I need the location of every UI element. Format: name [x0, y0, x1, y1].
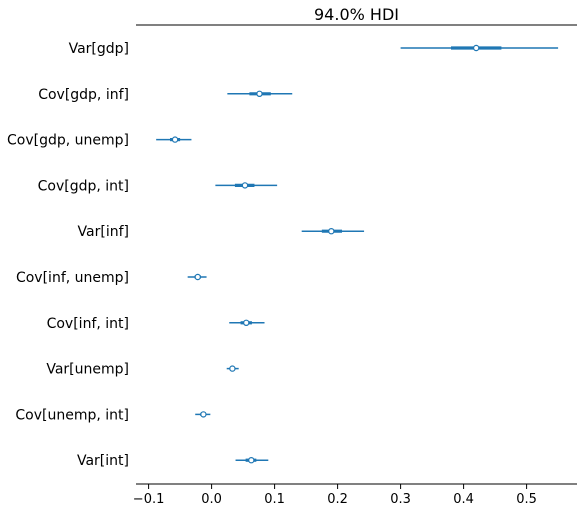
- row-label: Var[int]: [77, 453, 129, 469]
- mean-point: [241, 182, 249, 189]
- row-label: Cov[unemp, int]: [15, 407, 129, 423]
- row-label: Cov[gdp, int]: [38, 178, 129, 194]
- mean-point: [243, 319, 250, 326]
- forest-row: Cov[gdp, inf]: [38, 87, 293, 103]
- x-tick-label: 0.0: [201, 492, 222, 507]
- row-label: Cov[gdp, unemp]: [7, 133, 129, 149]
- x-tick-label: 0.4: [453, 492, 474, 507]
- forest-row: Cov[gdp, unemp]: [7, 133, 192, 149]
- forest-row: Cov[gdp, int]: [38, 178, 278, 194]
- x-tick-label: 0.2: [327, 492, 348, 507]
- mean-point: [473, 44, 480, 52]
- forest-row: Cov[inf, int]: [47, 316, 265, 332]
- row-label: Cov[gdp, inf]: [38, 87, 129, 103]
- mean-point: [171, 136, 179, 143]
- row-label: Cov[inf, int]: [47, 316, 129, 332]
- x-tick-label: 0.5: [516, 492, 537, 507]
- forest-row: Var[inf]: [78, 224, 365, 240]
- forest-row: Var[int]: [77, 453, 269, 469]
- mean-point: [248, 457, 255, 464]
- mean-point: [256, 90, 263, 98]
- mean-point: [229, 365, 236, 372]
- forest-row: Var[unemp]: [46, 362, 239, 378]
- x-tick-label: 0.3: [390, 492, 411, 507]
- mean-point: [194, 273, 201, 281]
- row-label: Var[inf]: [78, 224, 129, 240]
- chart-title: 94.0% HDI: [314, 5, 399, 24]
- forest-rows: Var[gdp] Cov[gdp, inf] Cov[gdp, unemp] Cov[…: [7, 41, 559, 469]
- forest-row: Var[gdp]: [69, 41, 559, 57]
- row-label: Cov[inf, unemp]: [16, 270, 129, 286]
- title-group: 94.0% HDI: [136, 5, 577, 26]
- x-tick-label: 0.1: [264, 492, 285, 507]
- mean-point: [200, 411, 207, 418]
- forest-row: Cov[unemp, int]: [15, 407, 211, 423]
- mean-point: [328, 227, 335, 235]
- x-axis: −0.1 0.0 0.1 0.2 0.3 0.4 0.5: [133, 483, 577, 507]
- x-tick-label: −0.1: [133, 492, 165, 507]
- row-label: Var[gdp]: [69, 41, 129, 57]
- row-label: Var[unemp]: [46, 362, 129, 378]
- forest-row: Cov[inf, unemp]: [16, 270, 207, 286]
